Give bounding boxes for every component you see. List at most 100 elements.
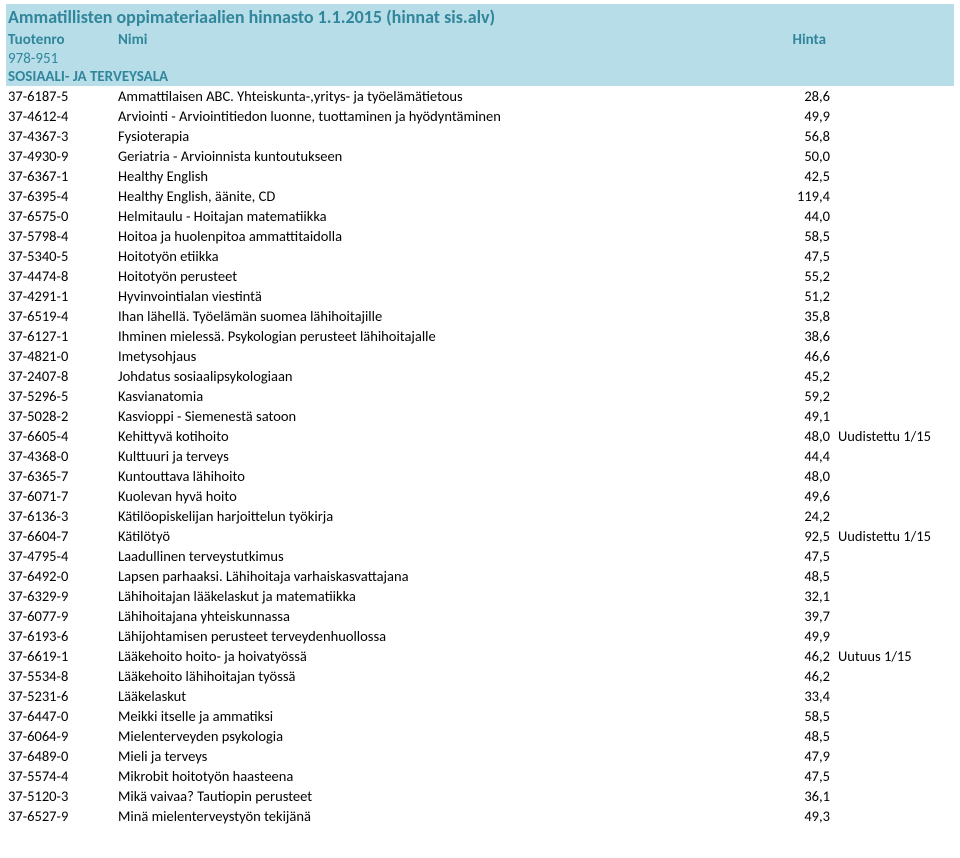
table-row: 37-6071-7Kuolevan hyvä hoito49,6 [6, 486, 954, 506]
cell-name: Mielenterveyden psykologia [118, 726, 784, 746]
cell-price: 48,5 [784, 566, 834, 586]
cell-code: 37-6447-0 [8, 706, 118, 726]
cell-note [834, 406, 952, 426]
cell-name: Lähijohtamisen perusteet terveydenhuollo… [118, 626, 784, 646]
table-row: 37-6127-1Ihminen mielessä. Psykologian p… [6, 326, 954, 346]
cell-code: 37-6365-7 [8, 466, 118, 486]
cell-name: Mikä vaivaa? Tautiopin perusteet [118, 786, 784, 806]
table-row: 37-6395-4Healthy English, äänite, CD119,… [6, 186, 954, 206]
cell-note [834, 86, 952, 106]
cell-name: Kätilöopiskelijan harjoittelun työkirja [118, 506, 784, 526]
cell-code: 37-5120-3 [8, 786, 118, 806]
table-row: 37-6329-9Lähihoitajan lääkelaskut ja mat… [6, 586, 954, 606]
cell-note [834, 466, 952, 486]
cell-price: 58,5 [784, 226, 834, 246]
cell-note [834, 706, 952, 726]
cell-price: 44,0 [784, 206, 834, 226]
cell-price: 49,6 [784, 486, 834, 506]
cell-price: 39,7 [784, 606, 834, 626]
cell-code: 37-4474-8 [8, 266, 118, 286]
cell-note [834, 606, 952, 626]
cell-price: 33,4 [784, 686, 834, 706]
cell-code: 37-5340-5 [8, 246, 118, 266]
cell-note [834, 306, 952, 326]
table-row: 37-4474-8Hoitotyön perusteet55,2 [6, 266, 954, 286]
cell-price: 56,8 [784, 126, 834, 146]
table-row: 37-4368-0Kulttuuri ja terveys44,4 [6, 446, 954, 466]
cell-price: 44,4 [784, 446, 834, 466]
table-row: 37-6193-6Lähijohtamisen perusteet tervey… [6, 626, 954, 646]
cell-price: 46,6 [784, 346, 834, 366]
cell-name: Hyvinvointialan viestintä [118, 286, 784, 306]
table-row: 37-5028-2Kasvioppi - Siemenestä satoon49… [6, 406, 954, 426]
cell-price: 48,5 [784, 726, 834, 746]
cell-note [834, 326, 952, 346]
header-name: Nimi [118, 31, 648, 49]
cell-note [834, 146, 952, 166]
cell-price: 38,6 [784, 326, 834, 346]
cell-code: 37-6193-6 [8, 626, 118, 646]
cell-note [834, 686, 952, 706]
cell-price: 59,2 [784, 386, 834, 406]
cell-price: 28,6 [784, 86, 834, 106]
cell-name: Meikki itselle ja ammatiksi [118, 706, 784, 726]
cell-note [834, 366, 952, 386]
cell-note [834, 726, 952, 746]
cell-code: 37-6136-3 [8, 506, 118, 526]
cell-price: 45,2 [784, 366, 834, 386]
table-row: 37-6187-5Ammattilaisen ABC. Yhteiskunta-… [6, 86, 954, 106]
table-row: 37-6077-9Lähihoitajana yhteiskunnassa39,… [6, 606, 954, 626]
cell-name: Geriatria - Arvioinnista kuntoutukseen [118, 146, 784, 166]
cell-price: 42,5 [784, 166, 834, 186]
table-row: 37-6367-1Healthy English42,5 [6, 166, 954, 186]
cell-note: Uudistettu 1/15 [834, 426, 952, 446]
cell-note [834, 186, 952, 206]
cell-name: Fysioterapia [118, 126, 784, 146]
table-body: 37-6187-5Ammattilaisen ABC. Yhteiskunta-… [6, 86, 954, 826]
cell-note [834, 666, 952, 686]
cell-note [834, 586, 952, 606]
cell-name: Ihan lähellä. Työelämän suomea lähihoita… [118, 306, 784, 326]
cell-note [834, 386, 952, 406]
cell-code: 37-6367-1 [8, 166, 118, 186]
cell-price: 32,1 [784, 586, 834, 606]
cell-code: 37-6492-0 [8, 566, 118, 586]
isbn-prefix: 978-951 [6, 50, 954, 68]
cell-note [834, 286, 952, 306]
cell-code: 37-4612-4 [8, 106, 118, 126]
table-row: 37-5231-6Lääkelaskut33,4 [6, 686, 954, 706]
cell-price: 47,5 [784, 246, 834, 266]
cell-code: 37-6077-9 [8, 606, 118, 626]
table-row: 37-4612-4Arviointi - Arviointitiedon luo… [6, 106, 954, 126]
cell-code: 37-5798-4 [8, 226, 118, 246]
table-row: 37-6604-7Kätilötyö92,5Uudistettu 1/15 [6, 526, 954, 546]
table-row: 37-4291-1Hyvinvointialan viestintä51,2 [6, 286, 954, 306]
cell-code: 37-6127-1 [8, 326, 118, 346]
cell-code: 37-6489-0 [8, 746, 118, 766]
cell-price: 46,2 [784, 646, 834, 666]
cell-note [834, 346, 952, 366]
cell-name: Lääkelaskut [118, 686, 784, 706]
cell-name: Imetysohjaus [118, 346, 784, 366]
cell-price: 92,5 [784, 526, 834, 546]
cell-name: Mieli ja terveys [118, 746, 784, 766]
price-list: Ammatillisten oppimateriaalien hinnasto … [0, 0, 960, 830]
cell-note [834, 126, 952, 146]
cell-code: 37-4291-1 [8, 286, 118, 306]
header-code: Tuotenro [8, 31, 118, 49]
table-row: 37-6519-4Ihan lähellä. Työelämän suomea … [6, 306, 954, 326]
cell-code: 37-6575-0 [8, 206, 118, 226]
cell-note [834, 766, 952, 786]
table-row: 37-6527-9Minä mielenterveystyön tekijänä… [6, 806, 954, 826]
cell-price: 47,5 [784, 766, 834, 786]
cell-code: 37-6619-1 [8, 646, 118, 666]
cell-code: 37-4368-0 [8, 446, 118, 466]
cell-code: 37-6604-7 [8, 526, 118, 546]
cell-price: 48,0 [784, 426, 834, 446]
table-row: 37-5798-4Hoitoa ja huolenpitoa ammattita… [6, 226, 954, 246]
cell-code: 37-4367-3 [8, 126, 118, 146]
cell-code: 37-2407-8 [8, 366, 118, 386]
table-row: 37-6605-4Kehittyvä kotihoito48,0Uudistet… [6, 426, 954, 446]
cell-note [834, 746, 952, 766]
cell-name: Hoitoa ja huolenpitoa ammattitaidolla [118, 226, 784, 246]
